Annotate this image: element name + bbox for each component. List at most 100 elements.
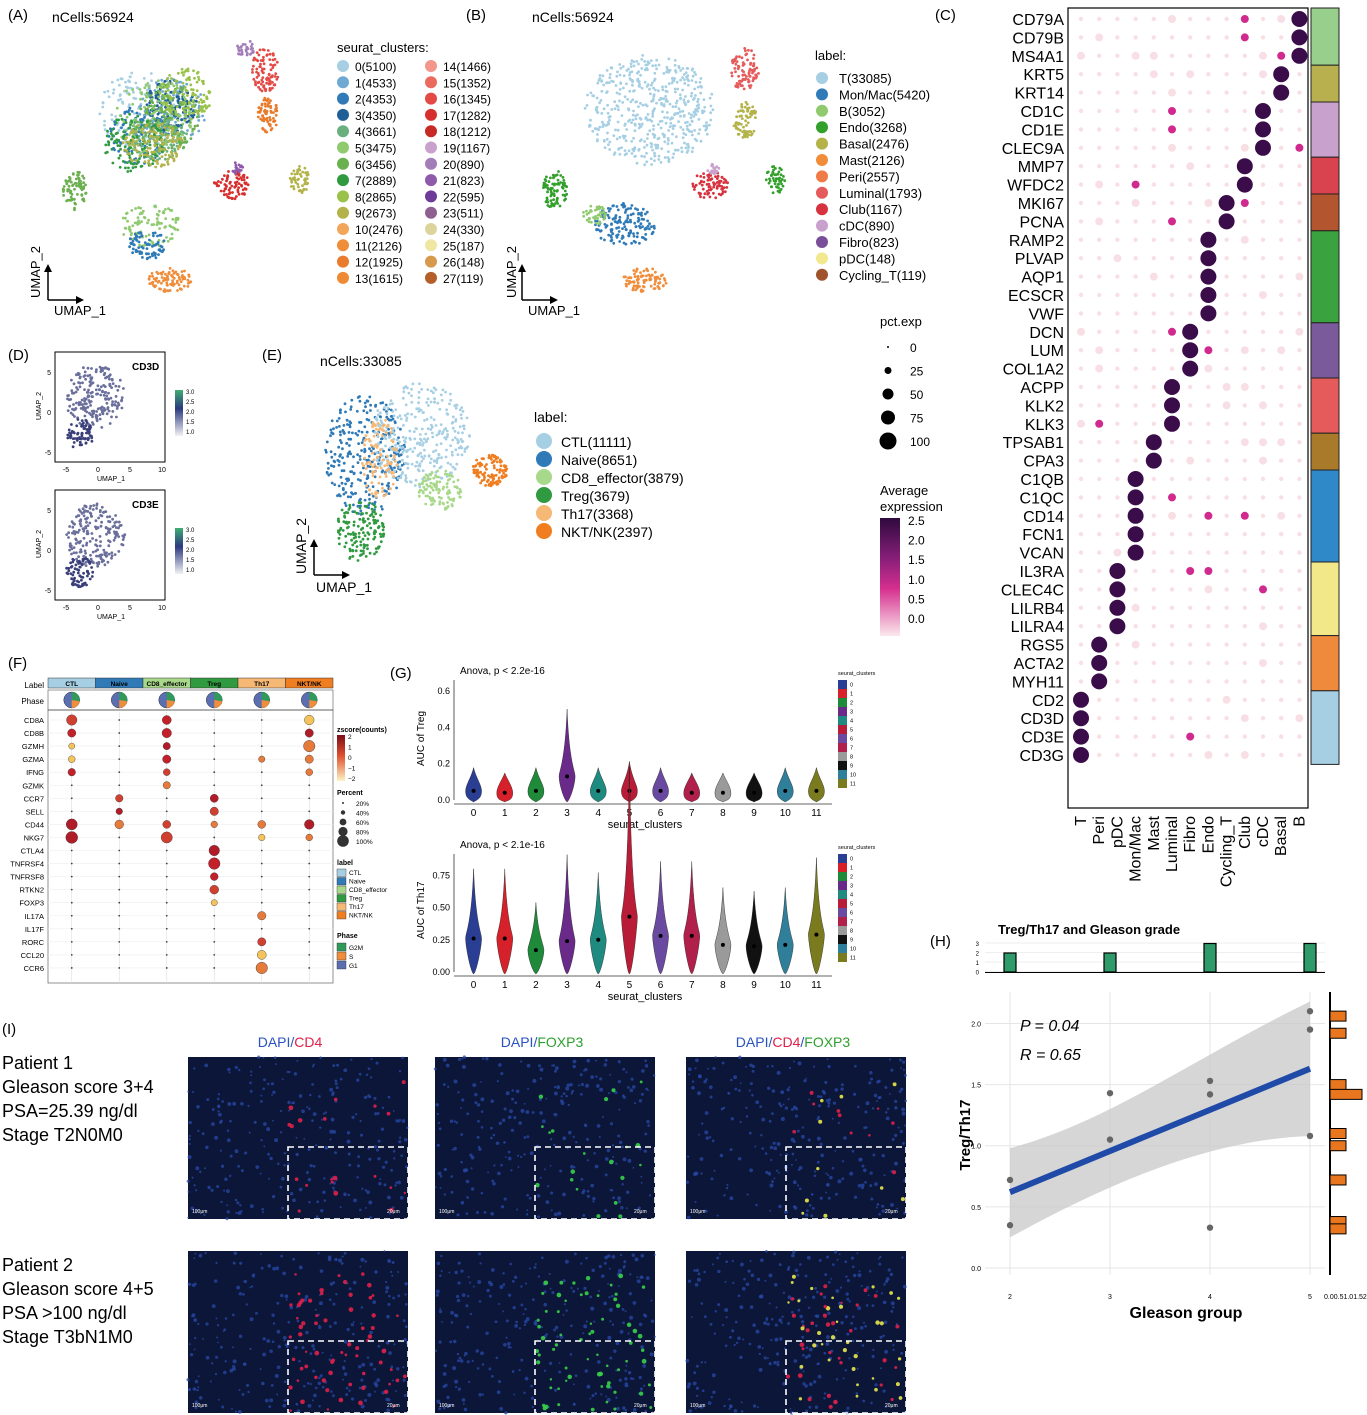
panel-c-dot-2-7 — [1206, 53, 1211, 58]
panel-c-dot-29-9 — [1242, 550, 1248, 555]
panel-c-dot-36-9 — [1242, 679, 1248, 684]
panel-c-dot-37-0 — [1073, 691, 1089, 708]
panel-c-dot-34-12 — [1297, 642, 1302, 647]
panel-c-dot-30-2 — [1109, 563, 1126, 579]
gBot-legend-text-4: 4 — [850, 893, 853, 899]
panel-b-blob-b — [582, 204, 608, 226]
panel-f-dot-1-0 — [67, 728, 77, 738]
panel-f-gene-14: FOXP3 — [19, 899, 44, 908]
panel-a-blob-fibro — [236, 40, 255, 57]
panel-h-ytick-3: 1.5 — [971, 1083, 981, 1090]
panel-c-dot-33-10 — [1259, 622, 1267, 631]
panel-c-dot-7-8 — [1224, 145, 1229, 150]
gTop-xtick-0: 0 — [471, 808, 477, 819]
panel-c-dot-20-9 — [1240, 383, 1249, 391]
panel-c-dot-12-8 — [1224, 237, 1229, 242]
panel-c-dot-3-12 — [1297, 72, 1302, 77]
panel-c-dot-11-2 — [1115, 219, 1120, 224]
panel-c-dot-0-0 — [1078, 16, 1084, 22]
panel-c-dot-30-7 — [1204, 567, 1213, 575]
panel-c-dot-33-4 — [1151, 624, 1157, 629]
panel-f-leg-text-3: Treg — [349, 896, 363, 903]
panel-c-dot-33-3 — [1133, 624, 1138, 629]
panel-c-dot-19-1 — [1095, 364, 1104, 373]
panel-c-dot-21-6 — [1188, 403, 1193, 408]
panel-c-dot-23-7 — [1206, 440, 1211, 445]
panel-c-dot-5-7 — [1206, 108, 1211, 114]
panel-b-legend-label-10: Fibro(823) — [839, 235, 899, 250]
gTop-violin-6 — [652, 767, 669, 803]
panel-c-dot-10-9 — [1240, 199, 1249, 207]
panel-c-dot-24-1 — [1097, 458, 1102, 463]
panel-a-legend-label-15: 15(1352) — [443, 76, 491, 90]
panel-c-size-label-1: 25 — [910, 365, 924, 379]
panel-f-dot-19-1 — [118, 967, 121, 969]
panel-c-dot-11-12 — [1297, 219, 1302, 224]
panel-c-dot-8-0 — [1078, 164, 1084, 169]
panel-c-dot-40-1 — [1097, 752, 1102, 758]
panel-c-dot-6-11 — [1279, 127, 1284, 132]
panel-c-dot-15-8 — [1224, 292, 1229, 298]
panel-f-dot-4-4 — [260, 771, 263, 774]
gBot-xtick-1: 1 — [502, 980, 508, 991]
panel-c-dot-19-5 — [1169, 366, 1175, 371]
panel-e-blob-th17 — [360, 418, 399, 498]
panel-f-phase-key-0 — [336, 942, 347, 952]
panel-f-gene-13: RTKN2 — [20, 886, 44, 895]
panel-c-dot-20-0 — [1078, 384, 1084, 390]
panel-f-dot-3-0 — [68, 755, 76, 763]
panel-h-point-2 — [1106, 1089, 1114, 1097]
panel-c-dot-34-1 — [1091, 636, 1108, 653]
gTop-legend-text-8: 8 — [850, 755, 853, 761]
panel-c-dot-2-2 — [1115, 53, 1120, 58]
gTop-violin-2 — [527, 767, 545, 803]
panel-c-dot-8-12 — [1297, 164, 1302, 169]
panel-c-dot-26-0 — [1078, 495, 1084, 500]
panel-f-z-tick-0: 2 — [348, 734, 352, 741]
panel-c-dot-32-7 — [1206, 605, 1211, 610]
panel-c-dot-3-3 — [1133, 72, 1138, 77]
panel-c-dot-32-2 — [1109, 599, 1126, 616]
panel-a-blob-club — [212, 170, 250, 201]
panel-f-dot-1-4 — [260, 732, 263, 734]
panel-c-dot-15-0 — [1078, 292, 1084, 298]
panel-c-dot-16-0 — [1078, 311, 1084, 316]
panel-c-dot-27-6 — [1188, 513, 1193, 518]
panel-c-dot-7-3 — [1133, 145, 1138, 150]
gTop-xtick-2: 2 — [533, 808, 539, 819]
panel-c-dot-15-4 — [1151, 292, 1157, 298]
panel-i-inset-1-1 — [534, 1340, 656, 1414]
panel-a-umap-points — [61, 40, 310, 293]
panel-c-dot-27-8 — [1224, 513, 1229, 518]
panel-c-dot-0-12 — [1291, 11, 1308, 27]
panel-c-dot-5-0 — [1078, 108, 1084, 114]
panel-f-group-3: Treg — [207, 681, 221, 688]
gTop-xtick-4: 4 — [595, 808, 601, 819]
panel-c-dot-2-11 — [1277, 51, 1286, 60]
panel-c-groupbar-0 — [1310, 7, 1340, 66]
panel-c-dot-34-2 — [1115, 642, 1120, 647]
panel-c-dot-29-5 — [1169, 550, 1175, 555]
panel-f-dot-2-4 — [260, 745, 263, 747]
panel-c-gene-26: C1QC — [1020, 490, 1064, 507]
panel-c-dot-14-10 — [1260, 274, 1266, 279]
panel-c-gene-23: TPSAB1 — [1003, 435, 1064, 452]
panel-c-dot-33-6 — [1188, 624, 1193, 629]
panel-c-dot-2-12 — [1291, 47, 1308, 64]
panel-f-dot-13-4 — [260, 888, 263, 891]
panel-c-dot-4-8 — [1224, 90, 1229, 95]
panel-c-dot-3-5 — [1169, 72, 1175, 77]
panel-a-blob-8 — [158, 67, 212, 122]
panel-e-legend-label-1: Naive(8651) — [561, 452, 637, 468]
panel-c-dot-32-8 — [1224, 605, 1229, 610]
gBot-ytick-1: 0.25 — [432, 935, 450, 945]
panel-c-dot-14-5 — [1169, 274, 1175, 279]
panel-f-leg-key-4 — [336, 902, 347, 911]
panel-f-dot-6-3 — [209, 794, 219, 803]
panel-c-groupbar-2 — [1310, 101, 1340, 158]
panel-c-dot-18-12 — [1297, 348, 1302, 353]
panel-c-celltype-6: Fibro — [1182, 816, 1199, 853]
panel-c-color-tick-0: 2.5 — [908, 514, 925, 528]
panel-c-dot-40-10 — [1260, 752, 1266, 758]
panel-c-dot-9-5 — [1169, 182, 1175, 187]
